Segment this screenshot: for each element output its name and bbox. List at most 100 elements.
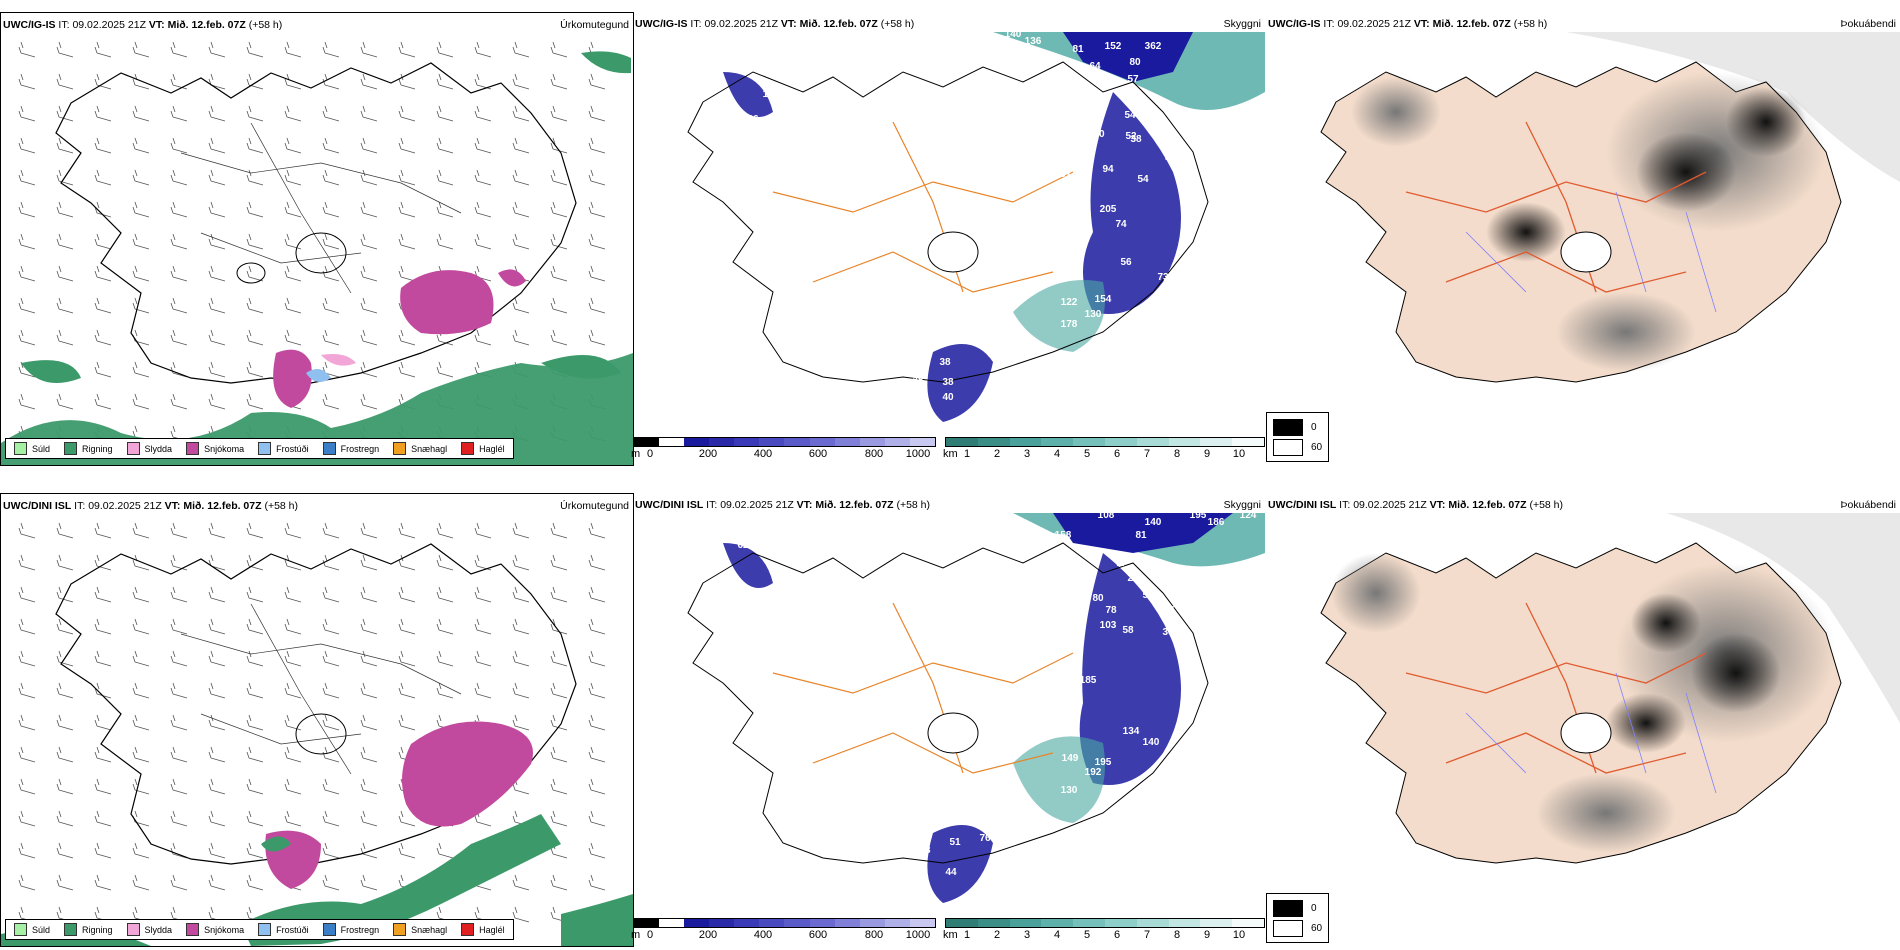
wind-barb (208, 137, 226, 154)
wind-barb (18, 810, 36, 827)
wind-barb (360, 650, 378, 667)
wind-barb (132, 746, 150, 763)
wind-barb (360, 169, 378, 186)
wind-barb (512, 906, 530, 923)
wind-barb (588, 329, 606, 346)
wind-barb (284, 778, 302, 795)
value-label: 85 (1085, 550, 1097, 561)
value-label: 54 (1124, 110, 1136, 121)
wind-barb (512, 137, 530, 154)
wind-barb (208, 650, 226, 667)
wind-barb (436, 522, 454, 539)
wind-barb (322, 682, 340, 699)
value-label: 52 (1125, 131, 1137, 142)
value-label: 362 (1145, 41, 1162, 52)
value-label: 103 (1100, 620, 1117, 631)
init-time: 09.02.2025 21Z (720, 499, 794, 511)
wind-barb (322, 778, 340, 795)
value-label: 81 (1159, 565, 1171, 576)
wind-barb (436, 201, 454, 218)
wind-barb (474, 586, 492, 603)
wind-barb (56, 874, 74, 891)
wind-barb (550, 41, 568, 58)
value-label: 149 (1062, 753, 1079, 764)
wind-barb (132, 169, 150, 186)
value-label: 56 (1142, 590, 1154, 601)
wind-barb (170, 265, 188, 282)
wind-barb (18, 714, 36, 731)
wind-barb (474, 233, 492, 250)
value-label: 98 (1164, 152, 1176, 163)
wind-barb (94, 842, 112, 859)
wind-barb (246, 361, 264, 378)
wind-barb (132, 650, 150, 667)
wind-barb (398, 137, 416, 154)
wind-barb (94, 105, 112, 122)
wind-barb (588, 201, 606, 218)
wind-barb (588, 137, 606, 154)
wind-barb (588, 874, 606, 891)
wind-barb (246, 329, 264, 346)
wind-barb (94, 41, 112, 58)
wind-barb (588, 682, 606, 699)
wind-barb (94, 329, 112, 346)
wind-barb (588, 105, 606, 122)
wind-barb (550, 522, 568, 539)
wind-barb (512, 169, 530, 186)
wind-barb (170, 105, 188, 122)
wind-barb (398, 586, 416, 603)
wind-barb (474, 554, 492, 571)
wind-barb (284, 810, 302, 827)
wind-barb (322, 554, 340, 571)
wind-barb (18, 41, 36, 58)
value-label: 140 (1145, 517, 1162, 528)
wind-barb (94, 137, 112, 154)
precip-type-legend: Súld Rigning Slydda Snjókoma Frostúði Fr… (5, 438, 514, 459)
wind-barb (588, 265, 606, 282)
wind-barb (132, 297, 150, 314)
wind-barb (284, 586, 302, 603)
wind-barb (132, 105, 150, 122)
wind-barb (474, 169, 492, 186)
panel-precip-type-row2: UWC/DINI ISL IT: 09.02.2025 21Z VT: Mið.… (0, 493, 634, 947)
wind-barb (588, 522, 606, 539)
wind-barb (360, 714, 378, 731)
wind-barb (56, 714, 74, 731)
wind-barb (512, 682, 530, 699)
wind-barb (284, 714, 302, 731)
value-label: 62 (737, 540, 749, 551)
wind-barb (436, 169, 454, 186)
wind-barb (474, 650, 492, 667)
value-label: 94 (1102, 164, 1114, 175)
value-label: 96 (997, 117, 1009, 128)
value-label: 134 (1123, 726, 1140, 737)
wind-barb (56, 233, 74, 250)
wind-barb (246, 233, 264, 250)
wind-barb (398, 554, 416, 571)
wind-barb (170, 778, 188, 795)
wind-barb (56, 618, 74, 635)
wind-barb (18, 874, 36, 891)
wind-barb (512, 233, 530, 250)
wind-barb (132, 618, 150, 635)
wind-barb (322, 393, 340, 410)
iceland-map (1, 514, 633, 946)
wind-barb (474, 137, 492, 154)
wind-barb (208, 714, 226, 731)
wind-barb (322, 842, 340, 859)
wind-barb (588, 233, 606, 250)
wind-barb (550, 810, 568, 827)
wind-barb (18, 73, 36, 90)
wind-barb (208, 265, 226, 282)
fog-indicator-legend: 0 60 (1266, 893, 1330, 943)
wind-barb (132, 137, 150, 154)
wind-barb (360, 618, 378, 635)
wind-barb (322, 618, 340, 635)
init-time: 09.02.2025 21Z (88, 500, 162, 512)
wind-barb (284, 233, 302, 250)
wind-barb (284, 329, 302, 346)
wind-barb (208, 297, 226, 314)
wind-barb (132, 714, 150, 731)
wind-barb (246, 586, 264, 603)
panel-header: UWC/IG-IS IT: 09.02.2025 21Z VT: Mið. 12… (635, 18, 1261, 30)
